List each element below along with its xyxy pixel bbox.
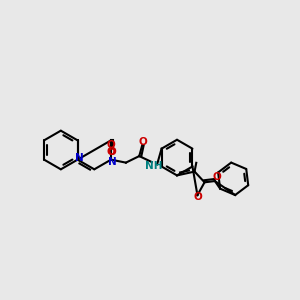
Text: O: O [107, 147, 116, 157]
Text: O: O [213, 172, 222, 182]
Text: O: O [106, 140, 115, 150]
Text: O: O [107, 147, 116, 157]
Text: O: O [194, 192, 203, 202]
Text: N: N [108, 157, 117, 167]
Text: NH: NH [146, 160, 163, 171]
Text: N: N [75, 153, 83, 163]
Text: O: O [139, 137, 147, 147]
